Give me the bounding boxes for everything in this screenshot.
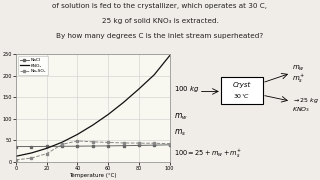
Text: $100\ kg$: $100\ kg$ [174,84,200,94]
Text: By how many degrees C is the inlet stream superheated?: By how many degrees C is the inlet strea… [56,33,264,39]
Line: NaCl: NaCl [15,144,171,148]
KNO₃ [91,124,95,126]
Line: KNO₃: KNO₃ [16,56,170,156]
Na₂SO₄ [29,157,33,159]
Na₂SO₄ [14,159,18,161]
KNO₃ [122,101,125,103]
X-axis label: Temperature (°C): Temperature (°C) [69,173,116,177]
KNO₃ [14,155,18,157]
Text: $m_s$: $m_s$ [174,127,186,138]
Text: Cryst: Cryst [233,82,251,88]
NaCl [168,144,172,146]
NaCl [45,145,49,148]
Text: $m_w$: $m_w$ [174,111,188,122]
KNO₃ [29,152,33,154]
KNO₃ [76,133,79,136]
NaCl [106,145,110,147]
Line: Na₂SO₄: Na₂SO₄ [15,140,171,161]
Text: $KNO_3$: $KNO_3$ [292,105,310,114]
Text: 25 kg of solid KNO₃ is extracted.: 25 kg of solid KNO₃ is extracted. [101,18,219,24]
KNO₃ [137,88,141,90]
Legend: NaCl, KNO₃, Na₂SO₄: NaCl, KNO₃, Na₂SO₄ [18,56,48,75]
KNO₃ [168,55,172,57]
NaCl [29,145,33,148]
NaCl [137,144,141,147]
FancyBboxPatch shape [221,77,263,104]
Na₂SO₄ [168,143,172,145]
Text: $m_w$: $m_w$ [292,64,305,73]
Text: of solution is fed to the crystallizer, which operates at 30 C,: of solution is fed to the crystallizer, … [52,3,268,9]
Na₂SO₄ [76,140,79,142]
Na₂SO₄ [122,142,125,144]
Text: $30^{\circ}C$: $30^{\circ}C$ [233,92,251,101]
Y-axis label: Solubility (g/100 g H₂O): Solubility (g/100 g H₂O) [0,79,1,137]
Na₂SO₄ [45,152,49,155]
NaCl [14,145,18,148]
KNO₃ [60,141,64,143]
KNO₃ [106,113,110,116]
NaCl [91,145,95,147]
NaCl [122,145,125,147]
NaCl [76,145,79,147]
KNO₃ [45,147,49,149]
KNO₃ [152,74,156,76]
Na₂SO₄ [106,141,110,143]
NaCl [152,144,156,146]
Text: $\rightarrow 25\ kg$: $\rightarrow 25\ kg$ [292,96,319,105]
Na₂SO₄ [91,141,95,143]
Na₂SO₄ [60,143,64,145]
Na₂SO₄ [137,142,141,144]
Text: $100 = 25 + m_w + m_s^{+}$: $100 = 25 + m_w + m_s^{+}$ [174,148,242,160]
Na₂SO₄ [152,142,156,144]
Text: $m_s^{+}$: $m_s^{+}$ [292,73,305,85]
NaCl [60,145,64,147]
